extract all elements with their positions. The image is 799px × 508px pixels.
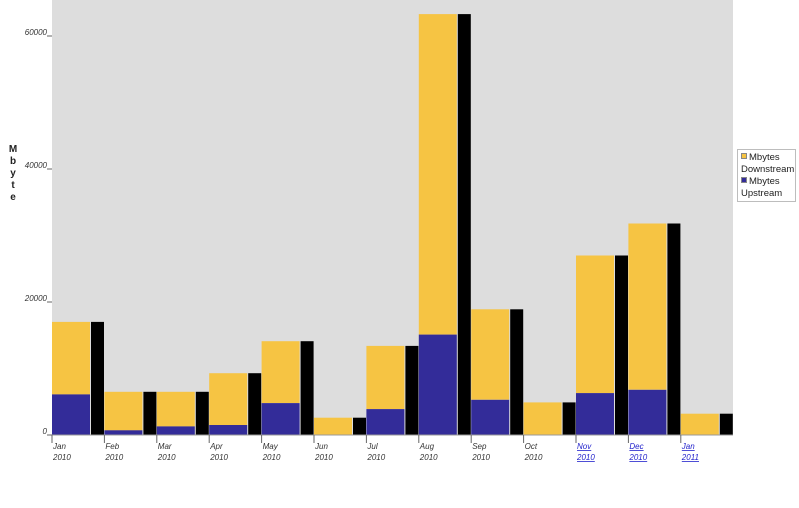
x-tick-label-year[interactable]: 2010 [628, 453, 647, 462]
bar-upstream[interactable] [628, 389, 667, 435]
legend-item-upstream[interactable]: Mbytes Upstream [741, 176, 792, 200]
legend-swatch-upstream [741, 177, 747, 184]
bars-layer [52, 14, 733, 435]
x-tick-label-month: Feb [105, 442, 119, 451]
y-axis-label-char: y [10, 168, 16, 179]
y-axis-label: Mbyte [9, 144, 17, 203]
bar-total[interactable] [667, 223, 681, 436]
bar-upstream[interactable] [156, 426, 195, 435]
bar-downstream[interactable] [104, 391, 143, 431]
x-tick-label-month: Mar [158, 442, 172, 451]
legend-swatch-downstream [741, 153, 747, 160]
bar-downstream[interactable] [156, 391, 195, 427]
bar-total[interactable] [143, 391, 157, 435]
y-tick-label: 60000 [25, 28, 48, 37]
x-tick-label-year: 2010 [52, 453, 71, 462]
bar-upstream[interactable] [471, 399, 510, 435]
x-tick-label-month: Apr [209, 442, 223, 451]
y-tick-label: 20000 [24, 294, 48, 303]
bar-total[interactable] [248, 373, 262, 435]
y-tick-label: 0 [43, 427, 48, 436]
x-tick-label-month: Oct [525, 442, 538, 451]
x-tick-label-year: 2010 [262, 453, 281, 462]
x-tick-label-month[interactable]: Jan [681, 442, 695, 451]
bar-total[interactable] [510, 309, 524, 435]
x-tick-label-month: Sep [472, 442, 487, 451]
bar-downstream[interactable] [418, 14, 457, 335]
x-tick-label-year: 2010 [366, 453, 385, 462]
x-tick-label-year[interactable]: 2010 [576, 453, 595, 462]
bar-total[interactable] [405, 345, 419, 435]
x-tick-label-year: 2010 [157, 453, 176, 462]
x-tick-label-month: Aug [419, 442, 435, 451]
bar-total[interactable] [562, 402, 576, 435]
x-tick-label-year: 2010 [209, 453, 228, 462]
bar-upstream[interactable] [366, 409, 405, 435]
bar-total[interactable] [195, 391, 209, 435]
bar-upstream[interactable] [261, 403, 300, 435]
legend-label-upstream: Mbytes Upstream [741, 176, 783, 199]
bar-downstream[interactable] [680, 413, 719, 435]
bar-total[interactable] [719, 413, 733, 435]
bar-upstream[interactable] [52, 394, 90, 435]
y-axis-label-char: e [10, 192, 16, 203]
bar-upstream[interactable] [418, 334, 457, 435]
bar-downstream[interactable] [576, 255, 614, 394]
bar-total[interactable] [91, 321, 104, 435]
bar-total[interactable] [353, 417, 366, 435]
y-axis-ticks: 0 20000 40000 60000 [24, 28, 52, 436]
x-tick-label-month: Jun [314, 442, 328, 451]
x-tick-label-year: 2010 [524, 453, 543, 462]
bar-downstream[interactable] [628, 223, 667, 390]
y-axis-label-char: M [9, 144, 17, 155]
bar-upstream[interactable] [576, 393, 614, 435]
bar-downstream[interactable] [52, 321, 90, 395]
bar-downstream[interactable] [209, 373, 248, 426]
x-tick-label-month[interactable]: Nov [577, 442, 592, 451]
bar-downstream[interactable] [366, 345, 405, 410]
x-tick-label-year: 2010 [419, 453, 438, 462]
bar-downstream[interactable] [523, 402, 562, 435]
bar-upstream[interactable] [209, 425, 248, 435]
y-axis-label-char: b [10, 156, 16, 167]
x-tick-label-month[interactable]: Dec [629, 442, 643, 451]
y-tick-label: 40000 [25, 161, 48, 170]
x-tick-label-year: 2010 [314, 453, 333, 462]
x-axis-ticks: Jan 2010 Feb 2010 Mar 2010 Apr 2010 May 2010 Jun 20… [51, 435, 699, 462]
legend-item-downstream[interactable]: Mbytes Downstream [741, 152, 795, 176]
x-tick-label-year: 2010 [104, 453, 123, 462]
x-tick-label-month: Jan [52, 442, 66, 451]
bar-total[interactable] [300, 341, 314, 435]
bar-total[interactable] [615, 255, 628, 436]
x-tick-label-year[interactable]: 2011 [681, 453, 699, 462]
bar-downstream[interactable] [471, 309, 510, 400]
x-tick-label-month: Jul [366, 442, 377, 451]
y-axis-label-char: t [11, 180, 15, 191]
bar-total[interactable] [457, 14, 471, 435]
legend-label-downstream: Mbytes Downstream [741, 152, 795, 175]
x-tick-label-month: May [263, 442, 279, 451]
bar-downstream[interactable] [261, 341, 300, 403]
x-tick-label-year: 2010 [471, 453, 490, 462]
legend: Mbytes Downstream Mbytes Upstream [737, 149, 796, 202]
bar-downstream[interactable] [314, 417, 352, 435]
bar-upstream[interactable] [104, 430, 143, 435]
